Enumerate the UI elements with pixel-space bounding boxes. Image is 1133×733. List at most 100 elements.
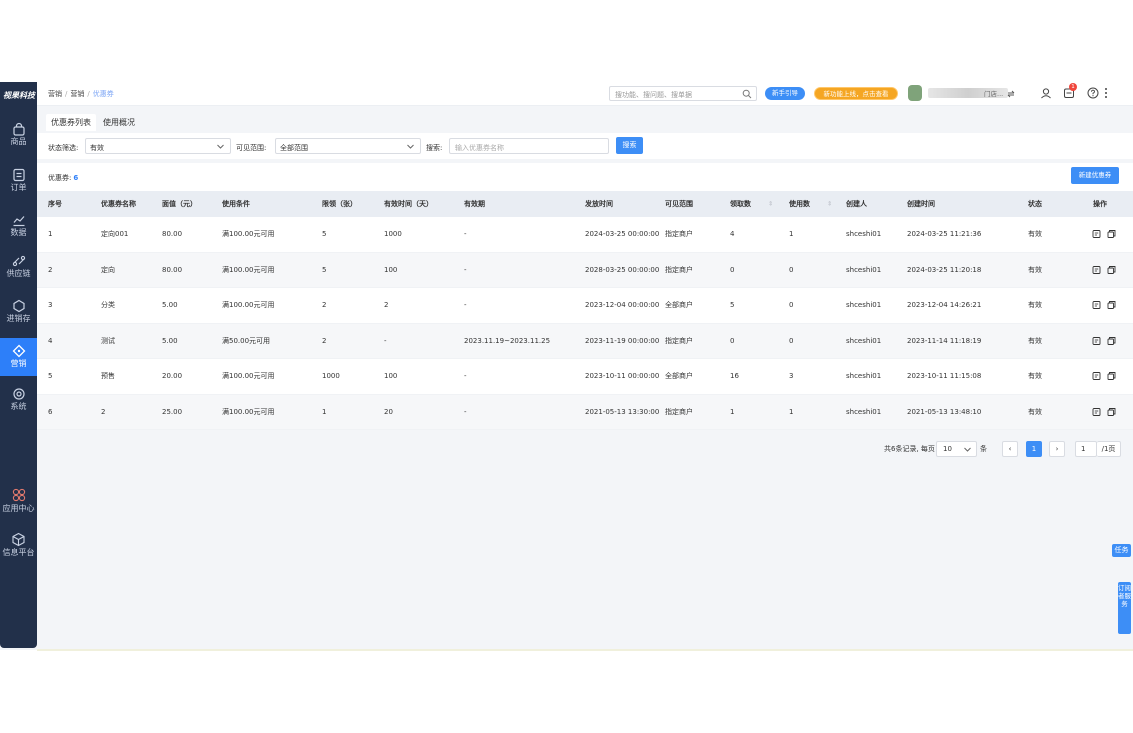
table-cell: 3 [48,301,53,310]
tab-coupon-list[interactable]: 优惠券列表 [46,114,96,131]
sort-icon[interactable]: ⇕ [827,200,833,208]
order-icon [12,168,25,182]
global-search-input[interactable]: 搜功能、搜问题、搜单据 [609,86,757,101]
edit-icon[interactable] [1092,372,1101,381]
sidebar-item-inventory[interactable]: 进销存 [0,299,37,324]
table-cell: shceshi01 [846,407,882,416]
status-select[interactable]: 有效 [85,138,231,154]
sidebar-item-system[interactable]: 系统 [0,387,37,412]
table-cell: 2 [322,301,327,310]
column-header: 创建人 [846,200,867,208]
table-cell: 2023.11.19~2023.11.25 [464,336,551,345]
copy-icon[interactable] [1107,336,1116,345]
table-cell: - [384,336,387,345]
switch-icon[interactable] [1007,90,1015,98]
sidebar-item-info-platform[interactable]: 信息平台 [0,532,37,558]
table-cell: 0 [789,336,794,345]
chevron-down-icon [217,144,224,149]
column-header[interactable]: 领取数 [730,200,751,208]
task-button[interactable]: 任务 [1112,544,1131,557]
tab-bar: 优惠券列表 使用概况 [46,114,142,131]
table-cell: 5 [322,265,327,274]
column-header: 限领（张） [322,200,357,208]
service-button[interactable]: 订阅者服务 [1118,582,1131,634]
tab-usage-overview[interactable]: 使用概况 [103,118,135,127]
table-cell: 全部商户 [665,372,693,381]
table-cell: 指定商户 [665,407,693,416]
guide-button[interactable]: 新手引导 [765,87,805,100]
new-feature-button[interactable]: 新功能上线，点击查看 [814,87,898,100]
brand-logo: 视果科技 [3,91,35,100]
table-cell: 80.00 [162,230,183,239]
more-vertical-icon[interactable] [1104,87,1108,99]
coupon-search-input[interactable]: 输入优惠券名称 [449,138,609,154]
copy-icon[interactable] [1107,372,1116,381]
sidebar-item-marketing[interactable]: 营销 [0,338,37,376]
table-cell: 1 [48,230,53,239]
sidebar-item-orders[interactable]: 订单 [0,168,37,193]
table-cell: 2023-11-19 00:00:00 [585,336,660,345]
sidebar-item-data[interactable]: 数据 [0,213,37,238]
new-coupon-button[interactable]: 新建优惠券 [1071,167,1119,184]
edit-icon[interactable] [1092,336,1101,345]
edit-icon[interactable] [1092,301,1101,310]
table-cell: shceshi01 [846,301,882,310]
prev-page-button[interactable]: ‹ [1002,441,1018,457]
next-page-button[interactable]: › [1049,441,1065,457]
breadcrumb-current: 优惠券 [92,90,114,98]
chart-icon [13,216,24,227]
column-header[interactable]: 使用数 [789,200,810,208]
table-cell: 满100.00元可用 [222,372,275,381]
page-button-1[interactable]: 1 [1026,441,1042,457]
table-row: 3 分类 5.00 满100.00元可用 2 2 - 2023-12-04 00:00:00 全… [37,288,1133,324]
sidebar-item-goods[interactable]: 商品 [0,122,37,147]
edit-icon[interactable] [1092,230,1101,239]
user-icon[interactable] [1040,87,1052,99]
chevron-down-icon [964,447,971,452]
search-icon[interactable] [742,89,752,99]
table-cell: 2023-11-14 11:18:19 [907,336,982,345]
table-cell: 16 [730,372,739,381]
avatar[interactable] [908,85,922,101]
table-cell: 100 [384,372,398,381]
table-cell: 2 [101,407,106,416]
total-pages: /1页 [1097,441,1121,457]
sidebar-item-label: 供应链 [6,269,31,278]
breadcrumb-item[interactable]: 营销 [48,90,62,98]
chevron-down-icon [407,144,414,149]
copy-icon[interactable] [1107,407,1116,416]
column-header: 序号 [48,200,62,208]
gear-icon [12,388,25,400]
table-cell: 100 [384,265,398,274]
sidebar-item-label: 营销 [10,359,27,368]
edit-icon[interactable] [1092,265,1101,274]
page-size-unit: 条 [980,445,987,453]
coupon-table: 序号 优惠券名称 面值（元） 使用条件 限领（张） 有效时间（天） 有效期 发放时间 可见范围 领… [37,191,1133,430]
table-cell: 2021-05-13 13:30:00 [585,407,660,416]
sort-icon[interactable]: ⇕ [768,200,774,208]
scope-select[interactable]: 全部范围 [275,138,421,154]
sidebar-item-supply-chain[interactable]: 供应链 [0,254,37,279]
column-header: 操作 [1093,200,1107,208]
table-cell: 2028-03-25 00:00:00 [585,265,660,274]
sidebar-item-label: 信息平台 [2,548,35,557]
page-size-select[interactable]: 10 [936,441,977,457]
table-cell: 80.00 [162,265,183,274]
breadcrumb-item[interactable]: 营销 [70,90,85,98]
table-cell: shceshi01 [846,230,882,239]
copy-icon[interactable] [1107,301,1116,310]
sidebar-item-label: 系统 [10,402,27,411]
sidebar-item-app-center[interactable]: 应用中心 [0,487,37,514]
edit-icon[interactable] [1092,407,1101,416]
table-cell: 2023-12-04 14:26:21 [907,301,982,310]
table-cell: 定向 [101,265,115,274]
page-jump-input[interactable]: 1 [1075,441,1097,457]
search-button[interactable]: 搜索 [616,137,643,154]
user-name[interactable]: 门店... [984,90,1004,98]
table-cell: 4 [48,336,53,345]
table-cell: 有效 [1028,265,1042,274]
column-header: 状态 [1028,200,1042,208]
copy-icon[interactable] [1107,265,1116,274]
help-icon[interactable] [1087,87,1099,99]
copy-icon[interactable] [1107,230,1116,239]
